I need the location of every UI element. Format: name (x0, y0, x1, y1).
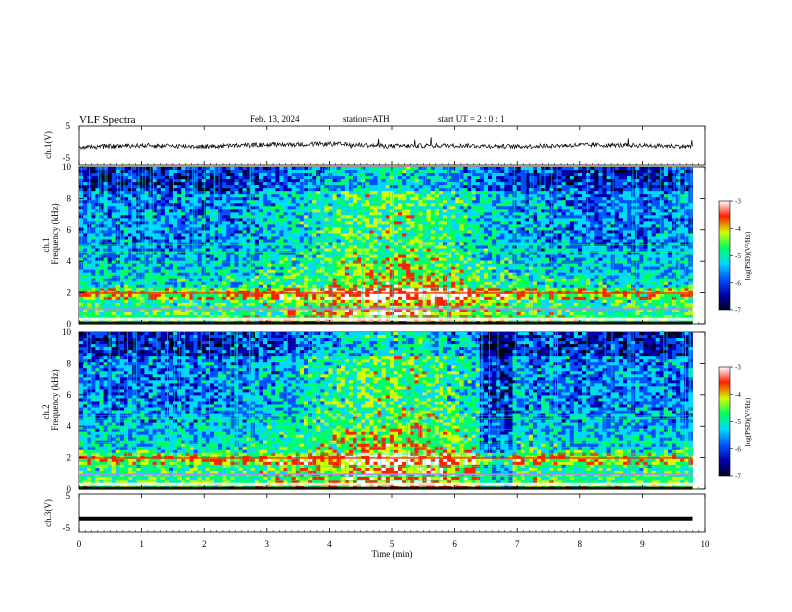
ch1-waveform-line (78, 137, 693, 151)
colorbar-tick-label: -7 (735, 473, 741, 481)
ch1-waveform-panel: 5 -5 ch.1(V) (43, 121, 706, 166)
time-tick-label: 3 (265, 539, 270, 549)
ch2-colorbar: -3 -4 -5 -6 -7 log(PSD)(V²/Hz) (718, 364, 752, 481)
ch1-frequency-ylabel: Frequency (kHz) (50, 203, 60, 264)
ch2-spectrogram-image (79, 332, 693, 490)
colorbar-tick-label: -7 (735, 307, 741, 315)
colorbar-tick-label: -4 (735, 391, 741, 399)
ch3-ytick-bottom: -5 (63, 523, 71, 533)
ch1-colorbar: -3 -4 -5 -6 -7 log(PSD)(V²/Hz) (718, 198, 752, 315)
freq-tick-label: 4 (67, 256, 72, 266)
time-axis: 0 1 2 3 4 5 6 7 8 9 10 (77, 126, 710, 549)
colorbar-tick-label: -6 (735, 279, 741, 287)
ch1-waveform-ylabel: ch.1(V) (43, 131, 53, 159)
time-axis-label: Time (min) (372, 549, 413, 559)
start-time-label: start UT = 2 : 0 : 1 (438, 114, 505, 124)
ch1-ytick-top: 5 (66, 121, 71, 131)
ch2-frequency-ylabel: Frequency (kHz) (50, 369, 60, 430)
time-tick-label: 7 (515, 539, 520, 549)
ch3-waveform-ylabel: ch.3(V) (43, 499, 53, 527)
freq-tick-label: 2 (67, 453, 72, 463)
freq-tick-label: 0 (67, 484, 72, 494)
ch2-channel-label: ch.2 (41, 404, 51, 419)
time-tick-label: 8 (578, 539, 583, 549)
ch1-channel-label: ch.1 (41, 237, 51, 252)
freq-tick-label: 8 (67, 358, 72, 368)
station-label: station=ATH (343, 114, 390, 124)
freq-tick-label: 8 (67, 193, 72, 203)
colorbar-tick-label: -4 (735, 225, 741, 233)
colorbar-tick-label: -3 (735, 198, 741, 206)
colorbar-tick-label: -3 (735, 364, 741, 372)
figure-title: VLF Spectra (79, 114, 136, 126)
freq-tick-label: 6 (67, 225, 72, 235)
date-label: Feb. 13, 2024 (250, 114, 300, 124)
ch2-colorbar-label: log(PSD)(V²/Hz) (744, 397, 752, 446)
time-tick-label: 2 (202, 539, 207, 549)
ch3-waveform-panel: 5 -5 ch.3(V) (43, 491, 706, 533)
ch1-spectrogram-panel: 10 8 6 4 2 0 ch.1 Frequency (kHz) (41, 162, 706, 329)
ch1-colorbar-label: log(PSD)(V²/Hz) (744, 231, 752, 280)
freq-tick-label: 4 (67, 421, 72, 431)
freq-tick-label: 0 (67, 319, 72, 329)
freq-tick-label: 6 (67, 390, 72, 400)
colorbar-tick-label: -6 (735, 445, 741, 453)
time-tick-label: 9 (640, 539, 645, 549)
freq-tick-label: 2 (67, 288, 72, 298)
freq-tick-label: 10 (62, 327, 72, 337)
colorbar-tick-label: -5 (735, 252, 741, 260)
ch2-spectrogram-panel: 10 8 6 4 2 0 ch.2 Frequency (kHz) (41, 327, 706, 494)
time-tick-label: 1 (139, 539, 144, 549)
ch1-ytick-bottom: -5 (63, 153, 71, 163)
ch3-waveform-frame (78, 493, 706, 533)
time-tick-label: 10 (701, 539, 711, 549)
time-tick-label: 6 (452, 539, 457, 549)
ch3-ytick-top: 5 (66, 491, 71, 501)
time-tick-label: 0 (77, 539, 82, 549)
colorbar-tick-label: -5 (735, 418, 741, 426)
time-tick-label: 5 (390, 539, 395, 549)
ch1-spectrogram-image (79, 167, 693, 325)
time-tick-label: 4 (327, 539, 332, 549)
freq-tick-label: 10 (62, 162, 72, 172)
